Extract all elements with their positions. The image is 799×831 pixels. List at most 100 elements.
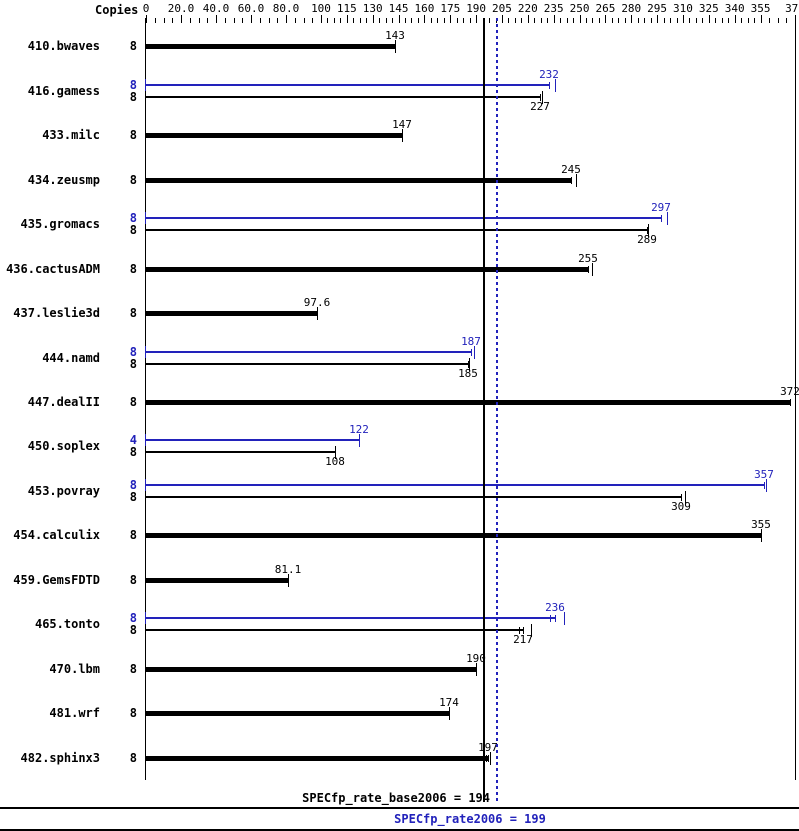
- bar-left-cap: [145, 396, 146, 409]
- bar-end-cap: [469, 358, 470, 371]
- axis-minor-tick: [625, 18, 626, 23]
- row-label-435-gromacs: 435.gromacs: [20, 217, 100, 232]
- bar-482-sphinx3-base: [146, 756, 488, 761]
- axis-minor-tick: [786, 18, 787, 23]
- footer-base-summary: SPECfp_rate_base2006 = 194: [302, 791, 490, 805]
- bar-end-cap: [395, 40, 396, 53]
- value-label-454-calculix-base: 355: [751, 518, 771, 531]
- axis-minor-tick: [386, 18, 387, 23]
- axis-minor-tick: [172, 18, 173, 23]
- bar-end-cap: [359, 434, 360, 447]
- axis-minor-tick: [728, 18, 729, 23]
- axis-major-tick: [476, 15, 477, 23]
- bar-min-tick: [519, 627, 520, 634]
- axis-minor-tick: [722, 18, 723, 23]
- bar-left-cap: [145, 307, 146, 320]
- axis-minor-tick: [560, 18, 561, 23]
- value-label-450-soplex-base: 108: [325, 455, 345, 468]
- axis-minor-tick: [521, 18, 522, 23]
- row-label-433-milc: 433.milc: [42, 128, 100, 143]
- axis-tick-label-115: 115: [336, 2, 357, 15]
- axis-major-tick: [424, 15, 425, 23]
- bar-416-gamess-base: [146, 96, 540, 98]
- axis-major-tick: [251, 15, 252, 23]
- bar-end-cap: [564, 612, 565, 625]
- axis-minor-tick: [664, 18, 665, 23]
- axis-minor-tick: [754, 18, 755, 23]
- bar-median-tick: [764, 482, 765, 489]
- row-label-482-sphinx3: 482.sphinx3: [20, 750, 100, 765]
- row-label-447-dealII: 447.dealII: [27, 395, 100, 409]
- axis-minor-tick: [260, 18, 261, 23]
- row-label-436-cactusADM: 436.cactusADM: [6, 261, 100, 276]
- axis-major-tick: [399, 15, 400, 23]
- bar-470-lbm-base: [146, 667, 476, 672]
- value-label-416-gamess-peak: 232: [539, 68, 559, 81]
- footer-divider-top: [0, 807, 799, 809]
- bar-481-wrf-base: [146, 711, 449, 716]
- bar-410-bwaves-base: [146, 44, 395, 49]
- axis-minor-tick: [327, 18, 328, 23]
- row-label-459-GemsFDTD: 459.GemsFDTD: [13, 572, 100, 587]
- copies-value-435-gromacs-peak: 8: [129, 211, 137, 225]
- axis-minor-tick: [334, 18, 335, 23]
- bar-435-gromacs-base: [146, 229, 647, 231]
- bar-left-cap: [145, 212, 146, 225]
- axis-major-tick: [795, 15, 796, 23]
- bar-median-tick: [661, 215, 662, 222]
- bar-end-cap: [542, 91, 543, 104]
- bar-end-cap: [449, 707, 450, 720]
- axis-minor-tick: [470, 18, 471, 23]
- axis-major-tick: [216, 15, 217, 23]
- axis-tick-label-80-0: 80.0: [272, 2, 300, 15]
- axis-major-tick: [735, 15, 736, 23]
- axis-minor-tick: [269, 18, 270, 23]
- bar-end-cap: [761, 529, 762, 542]
- value-label-433-milc-base: 147: [392, 118, 412, 131]
- value-label-450-soplex-peak: 122: [349, 423, 369, 436]
- bar-median-tick: [523, 627, 524, 634]
- bar-median-tick: [681, 494, 682, 501]
- axis-tick-label-235: 235: [543, 2, 564, 15]
- copies-value-434-zeusmp-base: 8: [129, 173, 137, 187]
- axis-minor-tick: [489, 18, 490, 23]
- bar-444-namd-peak: [146, 351, 471, 353]
- axis-minor-tick: [457, 18, 458, 23]
- bar-left-cap: [145, 446, 146, 459]
- bar-min-tick: [550, 615, 551, 622]
- axis-tick-label-130: 130: [362, 2, 383, 15]
- axis-tick-label-20-0: 20.0: [167, 2, 195, 15]
- axis-major-tick: [657, 15, 658, 23]
- axis-tick-label-40-0: 40.0: [202, 2, 230, 15]
- axis-minor-tick: [769, 18, 770, 23]
- axis-minor-tick: [392, 18, 393, 23]
- axis-tick-label-100: 100: [311, 2, 331, 15]
- bar-end-cap: [288, 574, 289, 587]
- axis-major-tick: [709, 15, 710, 23]
- copies-value-436-cactusADM-base: 8: [129, 262, 137, 276]
- value-label-453-povray-base: 309: [671, 500, 691, 513]
- axis-tick-label-175: 175: [440, 2, 461, 15]
- axis-minor-tick: [689, 18, 690, 23]
- copies-value-410-bwaves-base: 8: [129, 39, 137, 53]
- value-label-465-tonto-base: 217: [513, 633, 533, 646]
- footer-divider-bottom: [0, 829, 799, 831]
- row-label-410-bwaves: 410.bwaves: [27, 39, 100, 54]
- bar-end-cap: [576, 174, 577, 187]
- footer-peak-summary: SPECfp_rate2006 = 199: [394, 812, 546, 826]
- axis-tick-label-310: 310: [673, 2, 693, 15]
- value-label-459-GemsFDTD-base: 81.1: [274, 563, 302, 576]
- axis-major-tick: [528, 15, 529, 23]
- axis-minor-tick: [638, 18, 639, 23]
- bar-end-cap: [402, 129, 403, 142]
- bar-450-soplex-peak: [146, 439, 359, 441]
- copies-value-416-gamess-base: 8: [129, 90, 137, 104]
- bar-left-cap: [145, 529, 146, 542]
- axis-minor-tick: [312, 18, 313, 23]
- axis-minor-tick: [405, 18, 406, 23]
- bar-min-tick: [486, 755, 487, 762]
- bar-447-dealII-base: [146, 400, 790, 405]
- axis-minor-tick: [277, 18, 278, 23]
- axis-minor-tick: [599, 18, 600, 23]
- value-label-444-namd-peak: 187: [461, 335, 481, 348]
